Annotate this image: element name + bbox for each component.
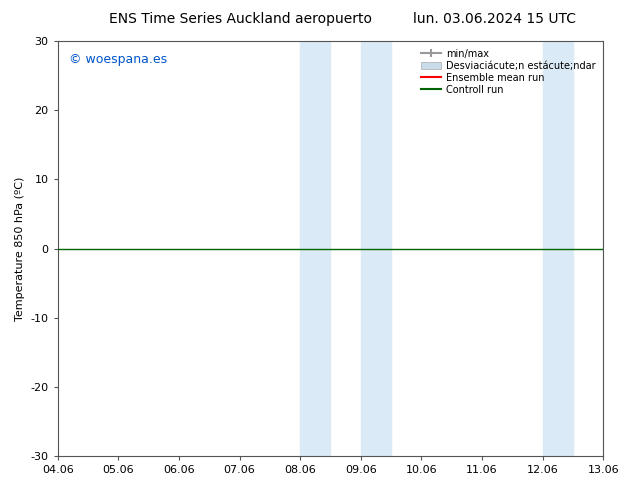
Text: ENS Time Series Auckland aeropuerto: ENS Time Series Auckland aeropuerto bbox=[110, 12, 372, 26]
Y-axis label: Temperature 850 hPa (ºC): Temperature 850 hPa (ºC) bbox=[15, 176, 25, 320]
Text: © woespana.es: © woespana.es bbox=[68, 53, 167, 67]
Bar bbox=[300, 41, 330, 456]
Text: lun. 03.06.2024 15 UTC: lun. 03.06.2024 15 UTC bbox=[413, 12, 576, 26]
Bar bbox=[361, 41, 391, 456]
Bar bbox=[543, 41, 573, 456]
Legend: min/max, Desviaciácute;n estácute;ndar, Ensemble mean run, Controll run: min/max, Desviaciácute;n estácute;ndar, … bbox=[418, 46, 598, 98]
Bar bbox=[603, 41, 633, 456]
